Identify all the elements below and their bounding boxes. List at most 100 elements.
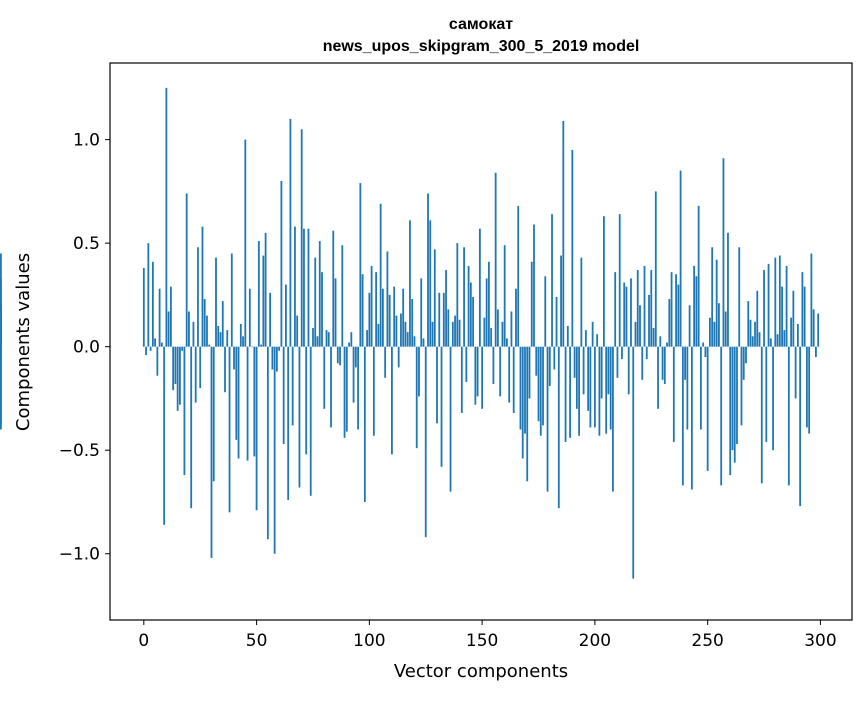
bar	[679, 170, 682, 347]
bar	[720, 346, 723, 486]
bar	[235, 346, 238, 440]
bar	[607, 346, 610, 395]
bar	[467, 265, 470, 347]
bar	[526, 346, 529, 482]
bar	[395, 315, 398, 347]
bar	[212, 346, 215, 482]
bar	[273, 346, 276, 554]
bar	[197, 247, 199, 347]
bar	[681, 346, 684, 486]
bar	[704, 346, 707, 358]
bar	[199, 346, 202, 389]
bar	[296, 315, 299, 347]
bar	[147, 243, 150, 347]
bar	[251, 346, 253, 348]
bar	[294, 226, 296, 347]
bar	[215, 257, 217, 347]
bar	[702, 342, 705, 347]
bar	[158, 288, 161, 347]
bar	[490, 328, 493, 347]
bar	[440, 346, 443, 467]
bar	[517, 205, 520, 347]
bar	[724, 311, 727, 347]
bar	[758, 332, 761, 347]
x-tick-label: 50	[246, 631, 268, 651]
bar	[661, 346, 664, 380]
bar	[372, 346, 375, 436]
bar	[697, 205, 700, 347]
x-axis-ticks: 0 50 100 150 200 250 300	[138, 620, 837, 651]
bar	[794, 346, 797, 399]
bar	[167, 311, 170, 347]
bar	[733, 346, 736, 463]
bar	[343, 346, 346, 438]
bar	[260, 344, 262, 347]
bar	[154, 338, 156, 347]
bar	[485, 278, 488, 347]
bar	[0, 253, 2, 347]
bar	[508, 346, 511, 403]
bar	[314, 257, 317, 347]
bar	[535, 346, 538, 376]
bar	[584, 330, 587, 347]
bar	[589, 346, 592, 428]
bar	[605, 346, 608, 434]
bar	[472, 296, 474, 347]
bar	[530, 261, 533, 347]
bar	[693, 265, 696, 347]
bar	[194, 346, 197, 403]
bar	[641, 346, 644, 380]
x-tick-label: 200	[579, 631, 611, 651]
bar	[616, 346, 619, 378]
bar	[219, 332, 222, 347]
bar	[790, 317, 792, 347]
bar	[424, 346, 427, 538]
bar	[160, 342, 163, 347]
bar	[506, 338, 508, 347]
bar	[580, 257, 583, 347]
y-tick-label: 1.0	[73, 131, 100, 151]
bar	[528, 346, 531, 399]
bar	[246, 346, 249, 461]
bar	[300, 129, 303, 347]
bar	[381, 288, 384, 347]
bar	[429, 220, 432, 347]
bar	[402, 288, 405, 347]
bar	[639, 305, 641, 347]
bar	[573, 346, 576, 378]
bar	[564, 346, 567, 442]
bar	[555, 296, 558, 347]
bar	[228, 346, 231, 513]
bar	[569, 346, 571, 438]
bar	[803, 286, 806, 347]
bar	[571, 149, 574, 347]
bar	[208, 344, 211, 347]
bar	[282, 346, 285, 444]
bar	[411, 299, 414, 347]
bar	[336, 346, 339, 364]
bar	[542, 346, 544, 426]
bar	[634, 321, 637, 347]
bar	[156, 346, 159, 376]
bar	[672, 346, 675, 442]
bar	[174, 346, 177, 384]
bar	[377, 323, 380, 347]
bar	[449, 346, 452, 492]
bar	[151, 261, 154, 347]
bar	[546, 346, 549, 492]
bar	[774, 257, 777, 347]
bar	[548, 346, 551, 387]
bar	[370, 265, 373, 347]
x-axis-label: Vector components	[394, 661, 568, 682]
bar	[415, 346, 418, 449]
x-tick-label: 250	[691, 631, 723, 651]
bar	[612, 346, 614, 492]
bar	[695, 276, 698, 347]
bar	[515, 288, 517, 347]
bar	[350, 332, 353, 347]
bar	[359, 183, 362, 347]
bar	[497, 309, 499, 347]
bar	[179, 346, 181, 405]
bar	[492, 346, 495, 384]
bar	[799, 346, 802, 507]
